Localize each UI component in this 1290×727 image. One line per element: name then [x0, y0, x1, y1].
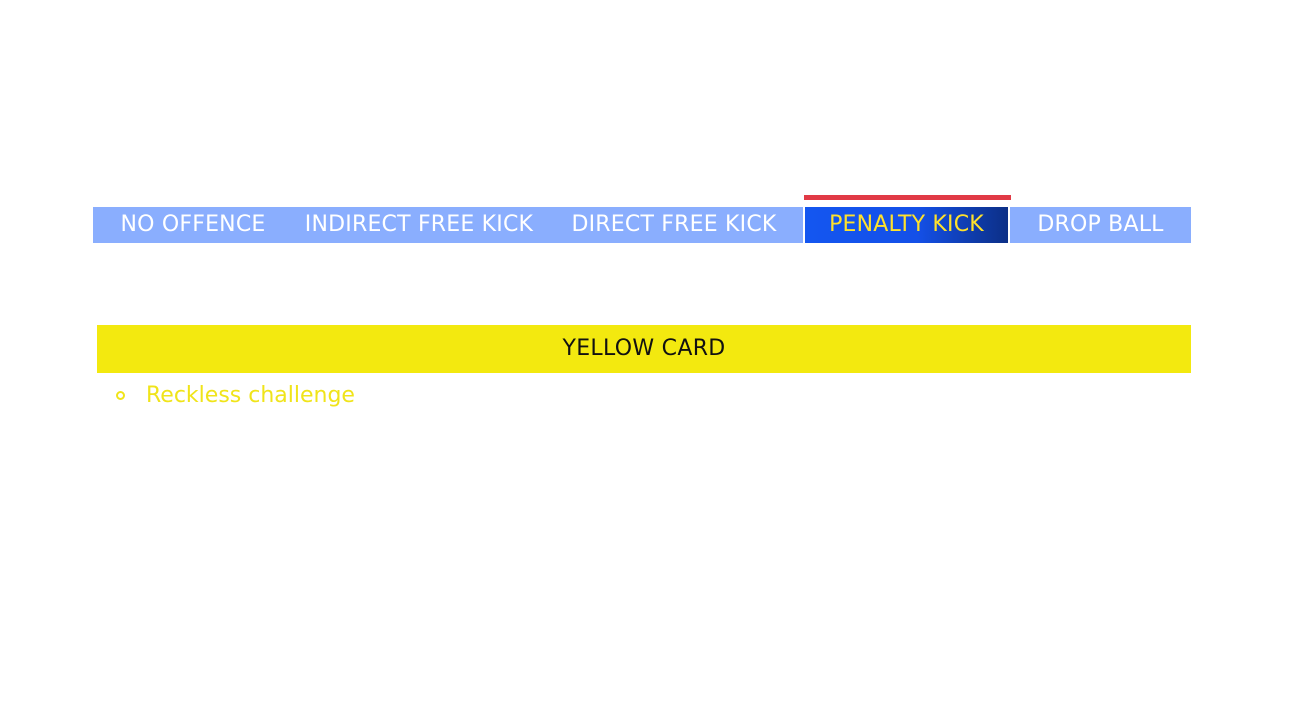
tab-label: PENALTY KICK [829, 212, 984, 237]
tab-penalty-kick[interactable]: PENALTY KICK [805, 207, 1008, 243]
decision-tab-bar: NO OFFENCE INDIRECT FREE KICK DIRECT FRE… [93, 207, 1191, 243]
tab-label: DIRECT FREE KICK [571, 212, 777, 237]
sanction-title: YELLOW CARD [562, 336, 726, 361]
tab-no-offence[interactable]: NO OFFENCE [93, 207, 293, 243]
reason-label: Reckless challenge [146, 383, 355, 408]
tab-indirect-free-kick[interactable]: INDIRECT FREE KICK [293, 207, 545, 243]
tab-drop-ball[interactable]: DROP BALL [1010, 207, 1191, 243]
yellow-card-banner: YELLOW CARD [97, 325, 1191, 373]
tab-label: INDIRECT FREE KICK [304, 212, 534, 237]
active-tab-indicator [804, 195, 1011, 200]
tab-divider [803, 207, 805, 243]
tab-direct-free-kick[interactable]: DIRECT FREE KICK [545, 207, 803, 243]
list-item: Reckless challenge [114, 380, 355, 412]
tab-divider [1008, 207, 1010, 243]
tab-label: DROP BALL [1037, 212, 1164, 237]
tab-label: NO OFFENCE [120, 212, 266, 237]
circle-bullet-icon [116, 391, 125, 400]
sanction-reasons-list: Reckless challenge [114, 380, 355, 412]
